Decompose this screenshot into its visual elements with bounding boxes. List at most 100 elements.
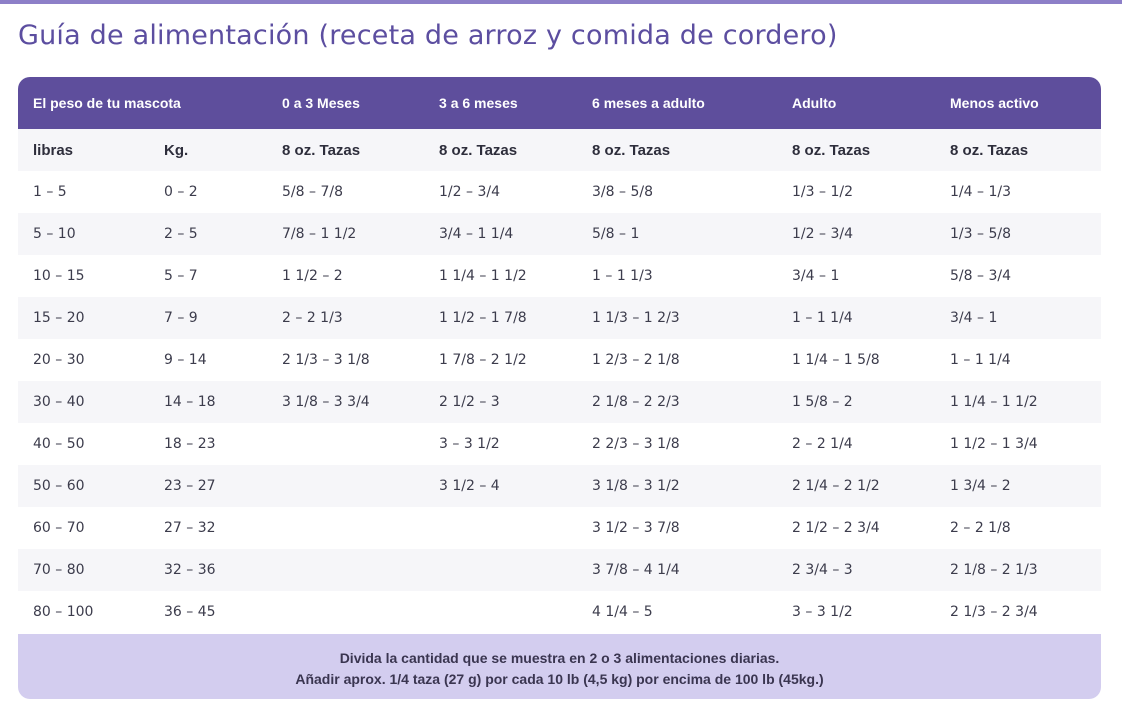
table-cell: 1/4 – 1/3	[935, 171, 1101, 213]
table-cell: 36 – 45	[149, 591, 268, 633]
table-cell: 1 – 5	[18, 171, 149, 213]
table-row: 5 – 10 2 – 5 7/8 – 1 1/2 3/4 – 1 1/4 5/8 – 1…	[18, 213, 1101, 255]
table-cell: 3/8 – 5/8	[577, 171, 778, 213]
table-cell: 2 1/3 – 3 1/8	[267, 339, 425, 381]
page-title: Guía de alimentación (receta de arroz y …	[18, 20, 838, 51]
table-cell: 5 – 7	[149, 255, 268, 297]
table-cell: 1 1/2 – 2	[267, 255, 425, 297]
table-cell	[424, 591, 578, 633]
table-cell: 2 – 2 1/3	[267, 297, 425, 339]
table-row: 60 – 70 27 – 32 3 1/2 – 3 7/8 2 1/2 – 2 3/4…	[18, 507, 1101, 549]
table-cell: 2 2/3 – 3 1/8	[577, 423, 778, 465]
table-cell: 3 – 3 1/2	[777, 591, 936, 633]
table-cell: 1 2/3 – 2 1/8	[577, 339, 778, 381]
table-cell: 2 1/2 – 3	[424, 381, 578, 423]
table-cell: 80 – 100	[18, 591, 149, 633]
table-cell: 2 – 5	[149, 213, 268, 255]
table-cell: 1 – 1 1/3	[577, 255, 778, 297]
table-cell: 1 – 1 1/4	[935, 339, 1101, 381]
table-cell: 3 1/8 – 3 3/4	[267, 381, 425, 423]
table-cell: 60 – 70	[18, 507, 149, 549]
unit-cell: 8 oz. Tazas	[424, 129, 578, 171]
units-row: libras Kg. 8 oz. Tazas 8 oz. Tazas 8 oz.…	[18, 129, 1101, 171]
table-cell: 2 1/2 – 2 3/4	[777, 507, 936, 549]
table-cell: 1 5/8 – 2	[777, 381, 936, 423]
table-cell: 70 – 80	[18, 549, 149, 591]
table-cell: 5/8 – 3/4	[935, 255, 1101, 297]
table-cell: 5/8 – 7/8	[267, 171, 425, 213]
table-cell: 1 1/4 – 1 5/8	[777, 339, 936, 381]
table-cell: 20 – 30	[18, 339, 149, 381]
table-cell: 5 – 10	[18, 213, 149, 255]
table-cell: 23 – 27	[149, 465, 268, 507]
column-header-pet-weight: El peso de tu mascota	[18, 77, 268, 129]
table-cell: 3/4 – 1	[777, 255, 936, 297]
table-cell: 1/3 – 5/8	[935, 213, 1101, 255]
column-header-6-months-adult: 6 meses a adulto	[577, 77, 778, 129]
table-cell: 3 1/8 – 3 1/2	[577, 465, 778, 507]
unit-cell: 8 oz. Tazas	[267, 129, 425, 171]
table-cell	[267, 507, 425, 549]
table-cell: 3 1/2 – 3 7/8	[577, 507, 778, 549]
feeding-guide-card: El peso de tu mascota 0 a 3 Meses 3 a 6 …	[18, 77, 1101, 699]
table-cell: 3 – 3 1/2	[424, 423, 578, 465]
feeding-footer-note: Divida la cantidad que se muestra en 2 o…	[18, 634, 1101, 699]
column-header-3-6-months: 3 a 6 meses	[424, 77, 578, 129]
table-cell: 2 – 2 1/4	[777, 423, 936, 465]
table-cell: 1/3 – 1/2	[777, 171, 936, 213]
unit-cell: Kg.	[149, 129, 268, 171]
table-cell: 18 – 23	[149, 423, 268, 465]
table-cell: 1 1/2 – 1 7/8	[424, 297, 578, 339]
footer-note-line-2: Añadir aprox. 1/4 taza (27 g) por cada 1…	[295, 671, 824, 687]
table-cell	[424, 549, 578, 591]
feeding-guide-table: El peso de tu mascota 0 a 3 Meses 3 a 6 …	[18, 77, 1101, 633]
column-header-0-3-months: 0 a 3 Meses	[267, 77, 425, 129]
table-cell: 27 – 32	[149, 507, 268, 549]
table-cell: 2 1/3 – 2 3/4	[935, 591, 1101, 633]
table-cell: 7 – 9	[149, 297, 268, 339]
unit-cell: 8 oz. Tazas	[935, 129, 1101, 171]
table-cell	[424, 507, 578, 549]
table-cell	[267, 549, 425, 591]
table-cell: 32 – 36	[149, 549, 268, 591]
table-cell: 3/4 – 1	[935, 297, 1101, 339]
top-accent-bar	[0, 0, 1122, 4]
table-row: 20 – 30 9 – 14 2 1/3 – 3 1/8 1 7/8 – 2 1/2 1…	[18, 339, 1101, 381]
table-cell: 4 1/4 – 5	[577, 591, 778, 633]
table-cell: 30 – 40	[18, 381, 149, 423]
table-cell: 40 – 50	[18, 423, 149, 465]
table-cell: 1/2 – 3/4	[424, 171, 578, 213]
table-cell: 50 – 60	[18, 465, 149, 507]
table-cell: 9 – 14	[149, 339, 268, 381]
table-cell: 1 1/4 – 1 1/2	[424, 255, 578, 297]
unit-cell: libras	[18, 129, 149, 171]
table-cell: 1 7/8 – 2 1/2	[424, 339, 578, 381]
table-cell: 1 3/4 – 2	[935, 465, 1101, 507]
table-cell	[267, 591, 425, 633]
table-cell: 2 3/4 – 3	[777, 549, 936, 591]
table-cell: 2 1/4 – 2 1/2	[777, 465, 936, 507]
table-cell: 7/8 – 1 1/2	[267, 213, 425, 255]
table-cell: 15 – 20	[18, 297, 149, 339]
table-cell: 1 1/2 – 1 3/4	[935, 423, 1101, 465]
table-cell: 3 1/2 – 4	[424, 465, 578, 507]
table-cell: 14 – 18	[149, 381, 268, 423]
unit-cell: 8 oz. Tazas	[777, 129, 936, 171]
table-cell: 10 – 15	[18, 255, 149, 297]
table-cell	[267, 465, 425, 507]
table-header-row: El peso de tu mascota 0 a 3 Meses 3 a 6 …	[18, 77, 1101, 129]
table-cell: 2 – 2 1/8	[935, 507, 1101, 549]
unit-cell: 8 oz. Tazas	[577, 129, 778, 171]
table-cell: 3/4 – 1 1/4	[424, 213, 578, 255]
column-header-adult: Adulto	[777, 77, 936, 129]
table-cell	[267, 423, 425, 465]
table-row: 40 – 50 18 – 23 3 – 3 1/2 2 2/3 – 3 1/8 2 – …	[18, 423, 1101, 465]
table-body: libras Kg. 8 oz. Tazas 8 oz. Tazas 8 oz.…	[18, 129, 1101, 633]
table-cell: 1/2 – 3/4	[777, 213, 936, 255]
